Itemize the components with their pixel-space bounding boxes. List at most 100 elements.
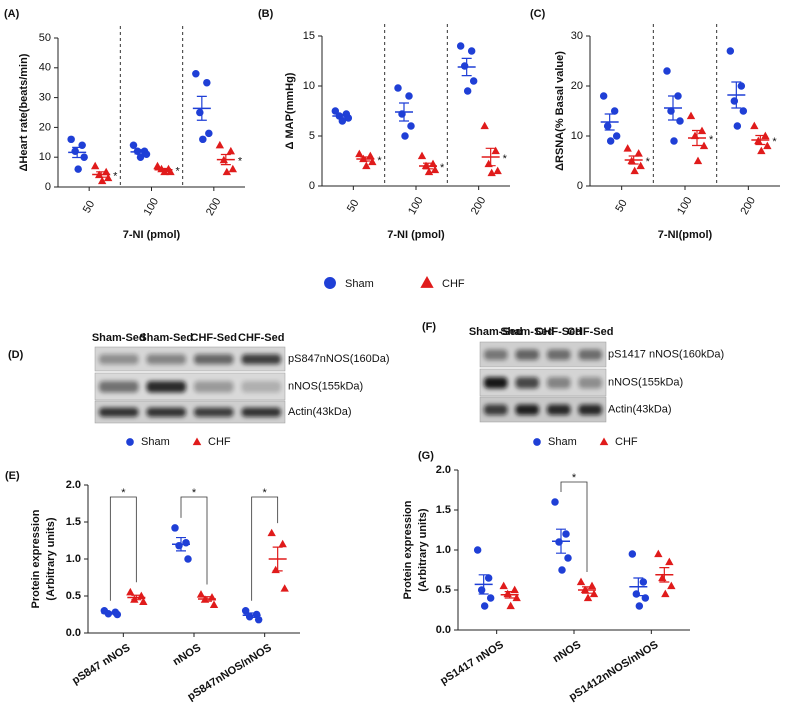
data-point [589,589,599,598]
x-tick-label: 200 [738,195,758,217]
data-point [196,590,206,598]
data-point [366,151,375,160]
data-point [153,161,162,170]
data-point [603,122,612,130]
error-bar [461,57,472,77]
significance-mark: * [709,134,714,146]
blot-band [146,381,186,393]
data-point [486,594,495,602]
panel-label: (G) [418,450,434,462]
blot-band [99,381,139,393]
data-point [623,144,632,152]
error-bar [131,594,142,601]
blot-band [578,404,602,415]
error-bar [423,162,433,170]
legend-marker [192,437,202,446]
data-point [477,586,486,594]
data-point [424,167,434,176]
data-point [394,84,402,92]
y-tick-label: 0.0 [66,627,81,639]
x-tick-label: 100 [406,195,426,217]
error-bar [220,153,231,166]
y-tick-label: 10 [303,80,315,92]
error-bar [633,577,644,597]
lane-label: Sham-Sed [500,326,554,338]
data-point [583,593,593,602]
data-point [473,546,482,554]
lane-label: CHF-Sed [238,332,284,344]
significance-mark: * [440,162,445,174]
error-bar [556,528,566,554]
y-tick-label: 40 [39,62,51,74]
data-point [278,539,287,548]
data-point [456,42,465,50]
panel-label: (A) [4,8,20,20]
data-point [103,173,113,182]
data-point [175,541,183,550]
data-point [192,70,200,78]
data-point [209,600,219,608]
significance-mark: * [113,170,118,182]
data-point [576,577,586,586]
error-bar [659,567,670,583]
data-point [564,554,572,562]
data-point [641,594,650,602]
blot-band [547,404,571,415]
blot-band [515,404,539,415]
x-tick-label: 50 [81,199,98,216]
data-point [430,165,440,174]
blot-band [99,354,139,365]
y-tick-label: 0 [577,180,583,192]
x-tick-label: 100 [142,196,162,218]
y-tick-label: 2.0 [66,479,81,491]
data-point [499,581,508,590]
y-axis-label: Δ MAP(mmHg) [284,72,296,149]
legend-marker [420,276,434,288]
y-axis-label: Protein expression [402,500,414,599]
data-point [271,565,280,574]
legend-marker [324,277,336,289]
lane-label: Sham-Sed [139,332,193,344]
error-bar [692,129,702,147]
data-point [215,140,225,149]
band-label: Actin(43kDa) [288,406,352,418]
significance-mark: * [121,487,126,499]
data-point [222,167,232,176]
data-point [726,47,735,55]
data-point [733,122,742,130]
panel-label: (B) [258,8,274,20]
significance-mark: * [772,136,777,148]
blot-band [194,381,234,393]
error-bar [134,149,145,155]
error-bar [196,95,207,121]
band-label: pS1417 nNOS(160kDa) [608,348,724,360]
x-axis-label: 7-NI (pmol) [387,229,445,241]
x-tick-label: 200 [204,196,224,218]
lane-label: CHF-Sed [191,332,237,344]
error-bar [582,586,592,594]
data-point [555,538,563,546]
error-bar [504,591,515,599]
data-point [199,135,207,144]
y-tick-label: 10 [571,130,583,142]
y-tick-label: 1.0 [66,553,81,565]
data-point [562,530,570,538]
data-point [670,137,678,145]
data-point [226,146,236,155]
data-point [245,612,254,621]
lane-label: CHF-Sed [567,326,613,338]
blot-band [484,377,508,389]
data-point [401,132,409,140]
y-tick-label: 0.5 [66,590,81,602]
blot-band [515,377,539,389]
error-bar [246,612,257,619]
error-bar [176,536,186,552]
significance-mark: * [377,155,382,167]
data-point [166,167,175,176]
error-bar [96,171,107,178]
y-tick-label: 0 [309,180,315,192]
panel-label: (F) [422,321,436,333]
data-point [405,92,413,100]
y-axis-label: (Arbitrary units) [45,517,57,600]
data-point [362,161,371,170]
